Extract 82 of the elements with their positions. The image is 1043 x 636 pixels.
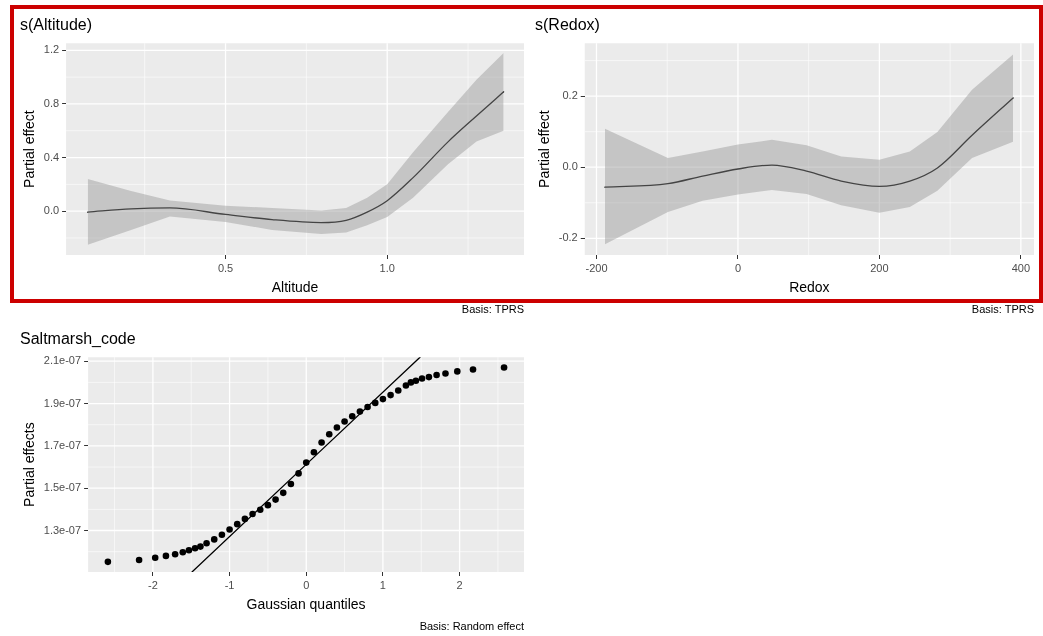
point xyxy=(325,430,333,438)
y-tick-label: 1.5e-07 xyxy=(43,481,82,494)
x-tick-label: 400 xyxy=(1011,261,1031,274)
x-axis-title: Altitude xyxy=(271,279,319,296)
chart-title: s(Altitude) xyxy=(20,16,93,34)
y-tick-label: 0.0 xyxy=(562,160,578,173)
point xyxy=(249,510,256,518)
x-tick-label: -200 xyxy=(585,261,608,274)
x-axis-title: Redox xyxy=(789,279,830,296)
point xyxy=(295,470,302,477)
point xyxy=(272,496,279,503)
point xyxy=(364,403,371,411)
x-tick-label: 1 xyxy=(379,578,386,591)
point xyxy=(387,391,394,399)
point xyxy=(197,543,204,550)
y-tick-label: 1.7e-07 xyxy=(43,438,82,451)
chart-title: s(Redox) xyxy=(535,16,600,34)
point xyxy=(287,480,295,488)
line-series xyxy=(604,97,1014,188)
y-tick-label: 1.9e-07 xyxy=(43,396,82,409)
point xyxy=(104,558,112,566)
x-tick-label: 0.5 xyxy=(217,261,234,274)
x-tick-label: 0 xyxy=(734,261,742,274)
x-tick-label: 2 xyxy=(456,578,463,591)
point xyxy=(418,375,426,382)
point xyxy=(191,545,199,552)
point xyxy=(442,370,449,377)
point xyxy=(226,526,233,533)
y-tick-label: 0.2 xyxy=(562,89,578,102)
y-tick-label: 1.3e-07 xyxy=(43,523,82,536)
y-axis-title: Partial effect xyxy=(21,110,38,188)
y-axis-title: Partial effects xyxy=(21,422,38,507)
point xyxy=(233,520,241,528)
y-tick-label: 0.4 xyxy=(43,150,60,163)
point xyxy=(453,368,461,375)
x-tick-label: 1.0 xyxy=(379,261,395,274)
point xyxy=(318,439,325,446)
x-tick-label: -1 xyxy=(224,578,235,591)
x-tick-label: -2 xyxy=(148,578,158,591)
text: Basis: TPRS xyxy=(461,302,524,315)
point xyxy=(402,382,410,389)
point xyxy=(407,379,415,386)
point xyxy=(500,364,508,371)
x-tick-label: 0 xyxy=(303,578,310,591)
point xyxy=(469,366,477,373)
point xyxy=(302,459,310,466)
chart-title: Saltmarsh_code xyxy=(20,330,136,349)
x-axis-title: Gaussian quantiles xyxy=(246,596,366,613)
point xyxy=(341,418,348,425)
point xyxy=(171,550,179,558)
y-tick-label: -0.2 xyxy=(558,231,578,244)
point xyxy=(394,387,402,394)
text: Basis: Random effect xyxy=(419,619,524,632)
point xyxy=(135,556,143,564)
point xyxy=(412,377,420,384)
point xyxy=(264,501,272,509)
x-tick-label: 200 xyxy=(870,261,889,274)
y-tick-label: 2.1e-07 xyxy=(43,354,82,367)
y-tick-label: 0.0 xyxy=(43,204,60,217)
y-tick-label: 1.2 xyxy=(43,43,60,56)
point xyxy=(256,506,264,514)
point xyxy=(310,448,318,456)
point xyxy=(185,546,193,554)
point xyxy=(279,489,287,497)
point xyxy=(179,549,187,556)
y-axis-title: Partial effect xyxy=(536,110,553,188)
point xyxy=(151,554,159,562)
text: Basis: TPRS xyxy=(971,302,1034,315)
point xyxy=(433,371,440,379)
point xyxy=(371,399,379,407)
point xyxy=(425,373,433,381)
y-tick-label: 0.8 xyxy=(43,96,60,109)
point xyxy=(203,539,210,547)
line-series xyxy=(87,91,505,224)
point xyxy=(348,412,356,420)
point xyxy=(333,424,341,431)
point xyxy=(241,515,249,523)
point xyxy=(162,552,170,560)
point xyxy=(356,408,364,415)
point xyxy=(218,531,226,539)
point xyxy=(379,395,387,403)
point xyxy=(210,536,218,543)
